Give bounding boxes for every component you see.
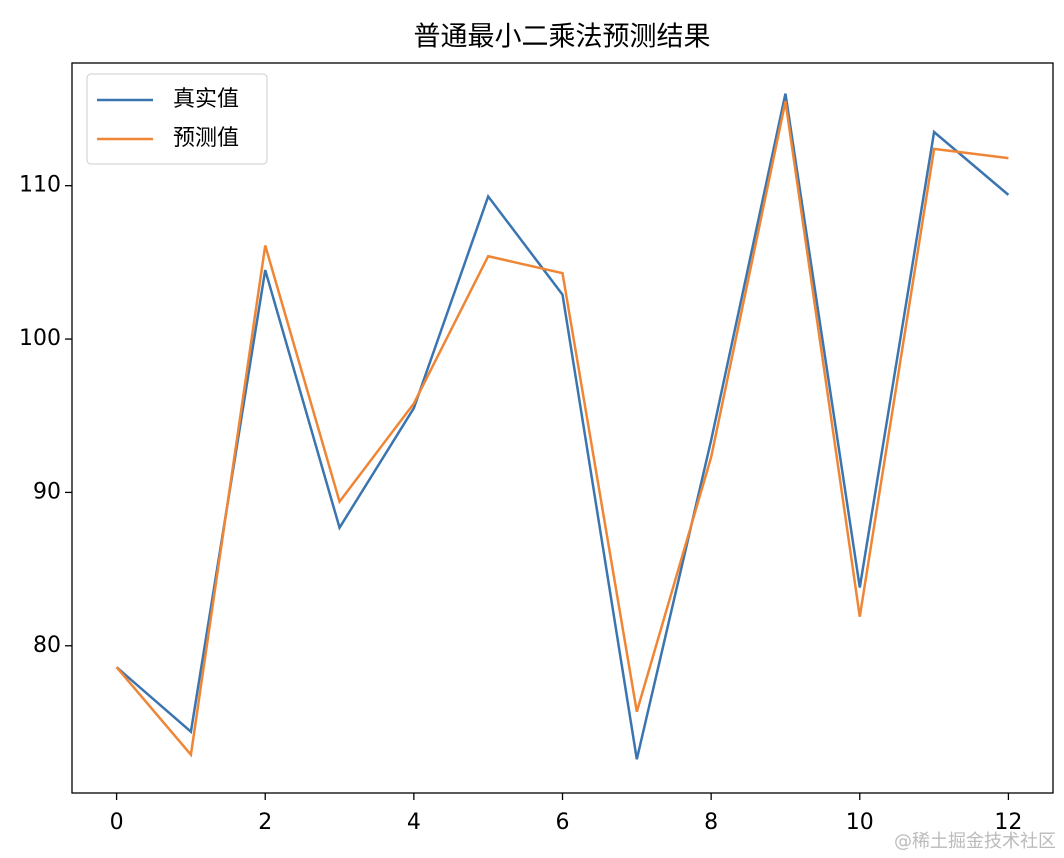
legend-label: 预测值 <box>173 126 239 151</box>
x-tick-label: 4 <box>407 810 421 835</box>
x-tick-label: 10 <box>846 810 874 835</box>
legend-label: 真实值 <box>173 87 239 112</box>
plot-frame <box>71 62 1054 794</box>
y-tick-label: 80 <box>33 633 61 658</box>
x-tick-label: 8 <box>704 810 718 835</box>
y-tick-label: 110 <box>19 173 61 198</box>
data-line <box>115 101 1009 758</box>
x-tick-label: 2 <box>258 810 272 835</box>
data-line <box>115 93 1010 760</box>
watermark: @稀土掘金技术社区 <box>894 831 1056 852</box>
x-tick-label: 0 <box>110 810 124 835</box>
x-tick-label: 12 <box>994 810 1022 835</box>
x-tick-label: 6 <box>556 810 570 835</box>
y-tick-label: 100 <box>19 326 61 351</box>
y-tick-label: 90 <box>33 479 61 504</box>
chart-title: 普通最小二乘法预测结果 <box>414 22 711 53</box>
legend-box <box>86 73 268 165</box>
